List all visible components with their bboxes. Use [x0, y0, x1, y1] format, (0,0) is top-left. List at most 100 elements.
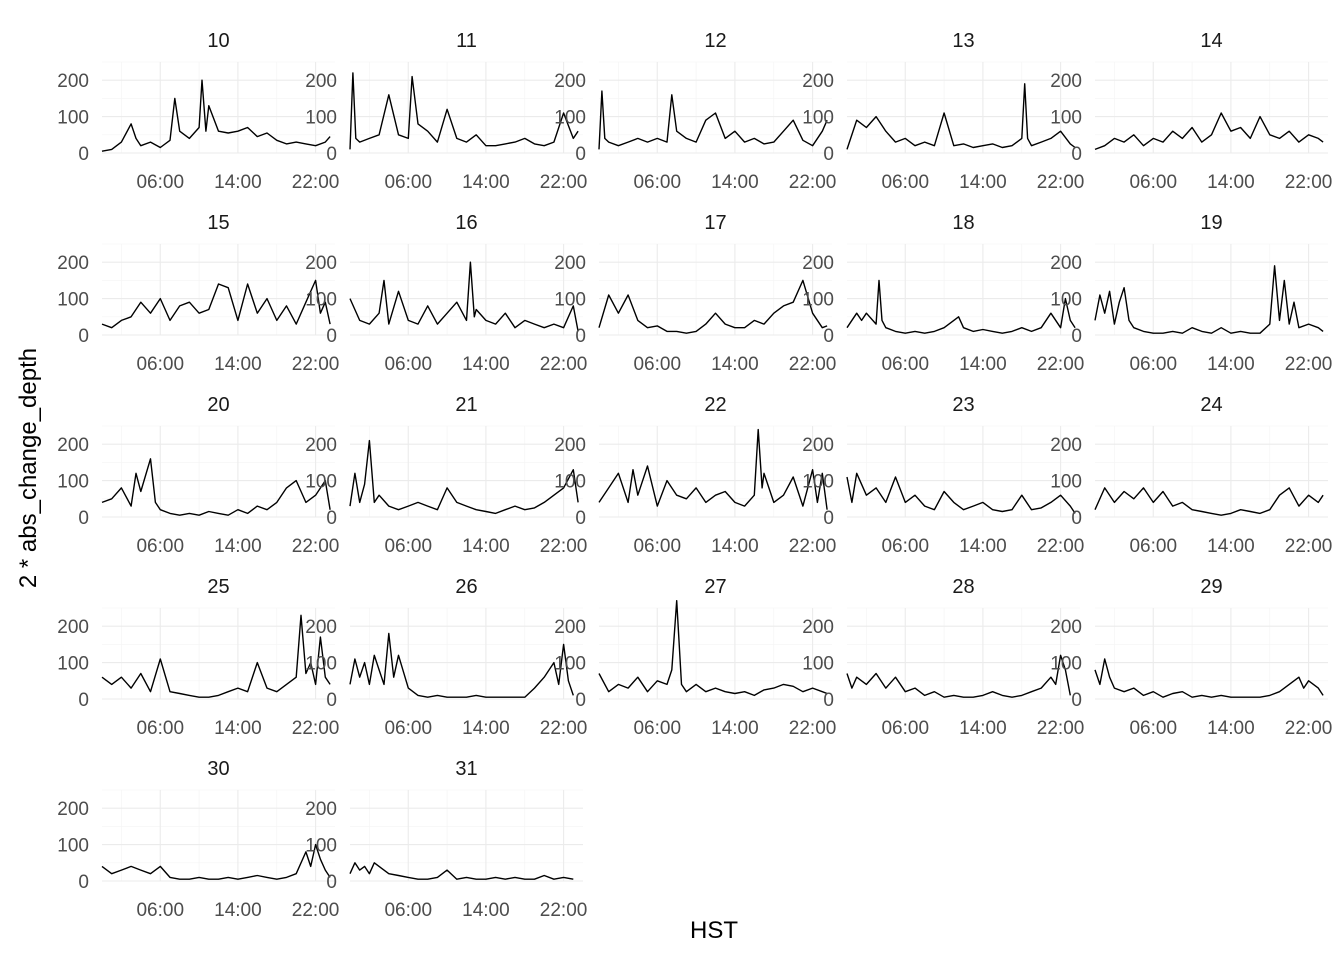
- x-tick-label: 22:00: [540, 900, 588, 921]
- y-tick-label: 0: [78, 508, 89, 529]
- x-tick-label: 14:00: [711, 718, 759, 739]
- series-line-31: [349, 862, 574, 880]
- x-tick-label: 22:00: [292, 536, 340, 557]
- x-tick-label: 14:00: [214, 172, 262, 193]
- x-tick-label: 14:00: [214, 354, 262, 375]
- x-tick-label: 14:00: [1207, 718, 1255, 739]
- x-tick-label: 06:00: [633, 172, 681, 193]
- facet-strip-label: 11: [456, 30, 477, 52]
- facet-panel-28: 28 0 100 200 06:00 14:00 22:00: [802, 576, 1084, 739]
- series-line-19: [1094, 265, 1324, 334]
- y-tick-label: 200: [802, 71, 834, 92]
- y-tick-label: 200: [1050, 253, 1082, 274]
- series-line-15: [101, 279, 331, 329]
- x-tick-label: 14:00: [959, 172, 1007, 193]
- x-tick-label: 06:00: [384, 354, 432, 375]
- y-tick-label: 0: [823, 508, 834, 529]
- y-tick-label: 100: [802, 108, 834, 129]
- facet-panel-15: 15 0 100 200 06:00 14:00 22:00: [57, 212, 339, 375]
- y-tick-label: 200: [1050, 71, 1082, 92]
- facet-strip-label: 24: [1200, 394, 1222, 416]
- facet-panel-24: 24 0 100 200 06:00 14:00 22:00: [1050, 394, 1332, 557]
- x-tick-label: 14:00: [214, 536, 262, 557]
- facet-panel-23: 23 0 100 200 06:00 14:00 22:00: [802, 394, 1084, 557]
- series-line-23: [846, 472, 1076, 514]
- series-line-20: [101, 458, 331, 516]
- x-tick-label: 22:00: [292, 900, 340, 921]
- x-tick-label: 14:00: [959, 718, 1007, 739]
- facet-strip-label: 12: [704, 30, 726, 52]
- series-line-10: [101, 79, 331, 152]
- y-tick-label: 100: [802, 654, 834, 675]
- x-tick-label: 22:00: [1037, 354, 1085, 375]
- y-tick-label: 200: [57, 617, 89, 638]
- facet-panel-22: 22 0 100 200 06:00 14:00 22:00: [554, 394, 836, 557]
- x-tick-label: 06:00: [881, 172, 929, 193]
- y-tick-label: 0: [575, 690, 586, 711]
- y-tick-label: 100: [57, 108, 89, 129]
- series-line-18: [846, 279, 1076, 334]
- y-tick-label: 200: [57, 799, 89, 820]
- x-tick-label: 06:00: [136, 900, 184, 921]
- facet-strip-label: 21: [455, 394, 477, 416]
- y-tick-label: 0: [823, 690, 834, 711]
- facet-strip-label: 25: [207, 576, 229, 598]
- facet-panel-26: 26 0 100 200 06:00 14:00 22:00: [305, 576, 587, 739]
- x-tick-label: 22:00: [540, 354, 588, 375]
- series-line-14: [1094, 112, 1324, 151]
- x-tick-label: 22:00: [1037, 536, 1085, 557]
- x-tick-label: 06:00: [633, 718, 681, 739]
- y-tick-label: 100: [57, 836, 89, 857]
- x-tick-label: 14:00: [214, 900, 262, 921]
- x-tick-label: 14:00: [214, 718, 262, 739]
- y-tick-label: 200: [305, 253, 337, 274]
- facet-panel-25: 25 0 100 200 06:00 14:00 22:00: [57, 576, 339, 739]
- facet-panel-16: 16 0 100 200 06:00 14:00 22:00: [305, 212, 587, 375]
- series-line-22: [598, 428, 828, 510]
- x-tick-label: 14:00: [462, 354, 510, 375]
- facet-strip-label: 22: [704, 394, 726, 416]
- facet-strip-label: 20: [207, 394, 229, 416]
- x-tick-label: 22:00: [1037, 718, 1085, 739]
- x-tick-label: 14:00: [462, 900, 510, 921]
- x-tick-label: 14:00: [1207, 354, 1255, 375]
- y-tick-label: 100: [305, 836, 337, 857]
- x-tick-label: 06:00: [881, 354, 929, 375]
- facet-strip-label: 30: [207, 758, 229, 780]
- facet-panel-18: 18 0 100 200 06:00 14:00 22:00: [802, 212, 1084, 375]
- facet-strip-label: 26: [455, 576, 477, 598]
- x-tick-label: 14:00: [462, 172, 510, 193]
- series-line-12: [598, 90, 828, 150]
- facet-panel-30: 30 0 100 200 06:00 14:00 22:00: [57, 758, 339, 921]
- facet-strip-label: 17: [704, 212, 726, 234]
- x-tick-label: 06:00: [881, 718, 929, 739]
- x-tick-label: 06:00: [881, 536, 929, 557]
- x-tick-label: 06:00: [1129, 536, 1177, 557]
- y-tick-label: 200: [554, 253, 586, 274]
- y-tick-label: 200: [802, 435, 834, 456]
- x-tick-label: 22:00: [1285, 354, 1333, 375]
- x-tick-label: 14:00: [1207, 172, 1255, 193]
- y-tick-label: 0: [1071, 690, 1082, 711]
- facet-strip-label: 19: [1200, 212, 1222, 234]
- y-tick-label: 100: [802, 472, 834, 493]
- y-tick-label: 0: [1071, 508, 1082, 529]
- facet-panel-17: 17 0 100 200 06:00 14:00 22:00: [554, 212, 836, 375]
- facet-panel-31: 31 0 100 200 06:00 14:00 22:00: [305, 758, 587, 921]
- x-tick-label: 14:00: [711, 172, 759, 193]
- series-line-25: [101, 614, 331, 698]
- x-tick-label: 22:00: [292, 354, 340, 375]
- facet-panel-11: 11 0 100 200 06:00 14:00 22:00: [305, 30, 587, 193]
- y-tick-label: 200: [554, 617, 586, 638]
- facet-strip-label: 27: [704, 576, 726, 598]
- y-tick-label: 100: [57, 472, 89, 493]
- facet-strip-label: 23: [952, 394, 974, 416]
- x-tick-label: 22:00: [540, 172, 588, 193]
- y-tick-label: 100: [57, 290, 89, 311]
- y-tick-label: 0: [326, 508, 337, 529]
- x-tick-label: 14:00: [1207, 536, 1255, 557]
- x-tick-label: 22:00: [292, 172, 340, 193]
- x-tick-label: 06:00: [1129, 718, 1177, 739]
